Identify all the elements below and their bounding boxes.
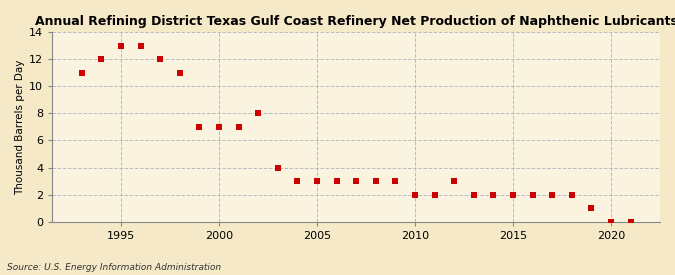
Point	[292, 179, 303, 183]
Point	[547, 192, 558, 197]
Point	[135, 43, 146, 48]
Point	[272, 165, 283, 170]
Point	[194, 125, 205, 129]
Point	[449, 179, 460, 183]
Point	[508, 192, 518, 197]
Point	[252, 111, 263, 116]
Point	[488, 192, 499, 197]
Point	[390, 179, 401, 183]
Point	[566, 192, 577, 197]
Point	[410, 192, 421, 197]
Point	[213, 125, 224, 129]
Text: Source: U.S. Energy Information Administration: Source: U.S. Energy Information Administ…	[7, 263, 221, 272]
Point	[96, 57, 107, 61]
Point	[371, 179, 381, 183]
Y-axis label: Thousand Barrels per Day: Thousand Barrels per Day	[15, 59, 25, 194]
Point	[605, 219, 616, 224]
Point	[468, 192, 479, 197]
Point	[331, 179, 342, 183]
Point	[429, 192, 440, 197]
Title: Annual Refining District Texas Gulf Coast Refinery Net Production of Naphthenic : Annual Refining District Texas Gulf Coas…	[34, 15, 675, 28]
Point	[155, 57, 165, 61]
Point	[312, 179, 323, 183]
Point	[115, 43, 126, 48]
Point	[351, 179, 362, 183]
Point	[174, 70, 185, 75]
Point	[76, 70, 87, 75]
Point	[625, 219, 636, 224]
Point	[527, 192, 538, 197]
Point	[586, 206, 597, 210]
Point	[233, 125, 244, 129]
